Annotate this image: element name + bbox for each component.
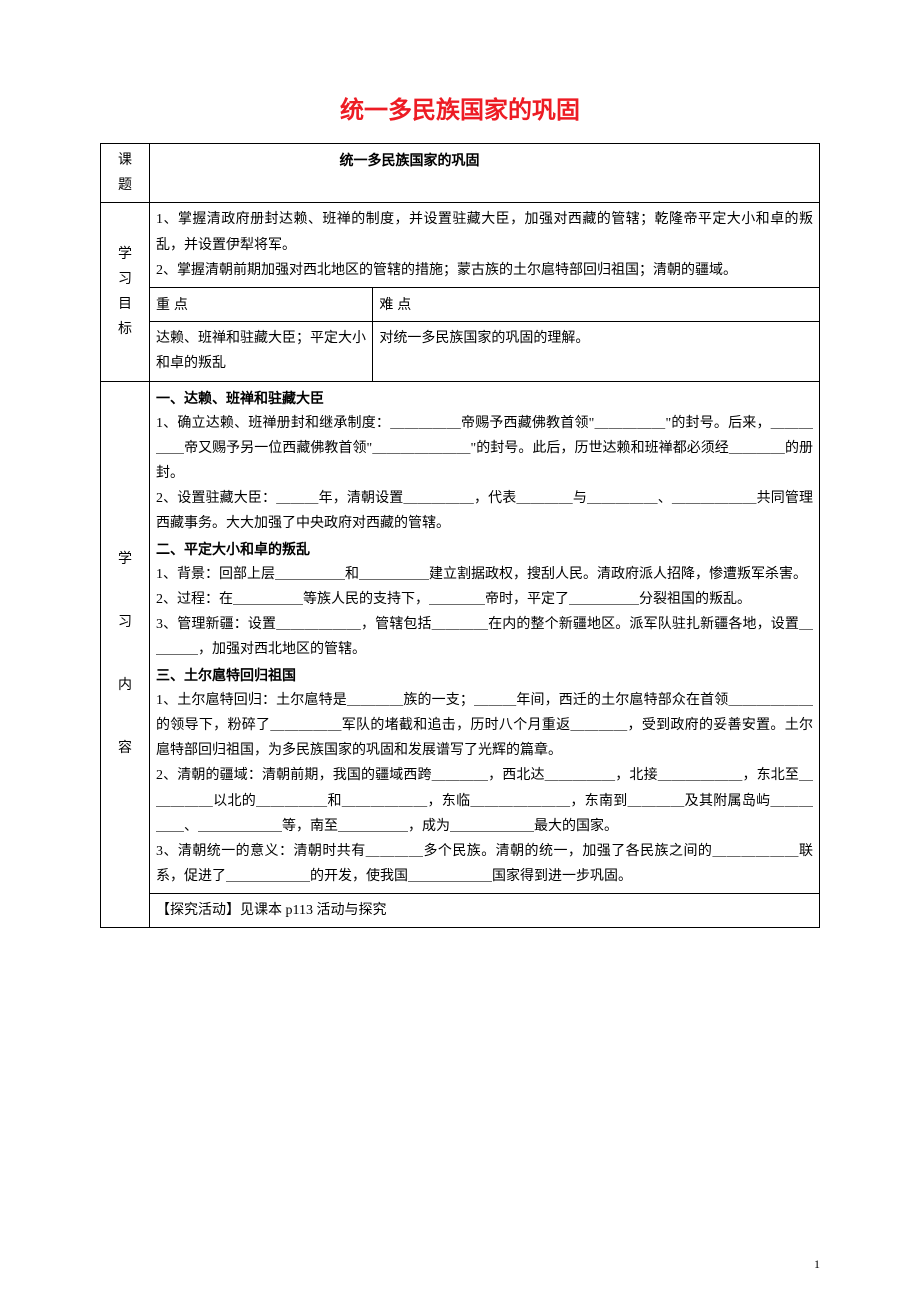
table-row-key-values: 达赖、班禅和驻藏大臣；平定大小和卓的叛乱 对统一多民族国家的巩固的理解。	[101, 322, 820, 381]
label-objectives: 学 习 目 标	[101, 203, 150, 381]
table-row-keys: 重 点 难 点	[101, 287, 820, 321]
section2-body: 1、背景：回部上层＿＿＿＿＿和＿＿＿＿＿建立割据政权，搜刮人民。清政府派人招降，…	[156, 562, 813, 663]
activity-content: 【探究活动】见课本 p113 活动与探究	[150, 894, 820, 928]
study-content: 一、达赖、班禅和驻藏大臣 1、确立达赖、班禅册封和继承制度：＿＿＿＿＿帝赐予西藏…	[150, 381, 820, 894]
section3-body: 1、土尔扈特回归：土尔扈特是＿＿＿＿族的一支；＿＿＿年间，西迁的土尔扈特部众在首…	[156, 688, 813, 890]
section1-title: 一、达赖、班禅和驻藏大臣	[156, 386, 813, 411]
page-number: 1	[814, 1257, 820, 1272]
table-row-topic: 课 题 统一多民族国家的巩固	[101, 144, 820, 203]
label-content: 学 习 内 容	[101, 381, 150, 928]
topic-content: 统一多民族国家的巩固	[150, 144, 820, 203]
section1-body: 1、确立达赖、班禅册封和继承制度：＿＿＿＿＿帝赐予西藏佛教首领"＿＿＿＿＿"的封…	[156, 411, 813, 537]
document-page: 统一多民族国家的巩固 课 题 统一多民族国家的巩固 学 习 目 标 1、掌握清政…	[0, 0, 920, 1302]
table-row-content: 学 习 内 容 一、达赖、班禅和驻藏大臣 1、确立达赖、班禅册封和继承制度：＿＿…	[101, 381, 820, 894]
table-row-activity: 【探究活动】见课本 p113 活动与探究	[101, 894, 820, 928]
label-topic: 课 题	[101, 144, 150, 203]
key-important-value: 达赖、班禅和驻藏大臣；平定大小和卓的叛乱	[150, 322, 373, 381]
section2-title: 二、平定大小和卓的叛乱	[156, 537, 813, 562]
key-difficult-value: 对统一多民族国家的巩固的理解。	[373, 322, 820, 381]
objectives-content: 1、掌握清政府册封达赖、班禅的制度，并设置驻藏大臣，加强对西藏的管辖；乾隆帝平定…	[150, 203, 820, 288]
page-title: 统一多民族国家的巩固	[100, 90, 820, 125]
section3-title: 三、土尔扈特回归祖国	[156, 663, 813, 688]
table-row-objectives: 学 习 目 标 1、掌握清政府册封达赖、班禅的制度，并设置驻藏大臣，加强对西藏的…	[101, 203, 820, 288]
key-important-label: 重 点	[150, 287, 373, 321]
key-difficult-label: 难 点	[373, 287, 820, 321]
lesson-table: 课 题 统一多民族国家的巩固 学 习 目 标 1、掌握清政府册封达赖、班禅的制度…	[100, 143, 820, 928]
